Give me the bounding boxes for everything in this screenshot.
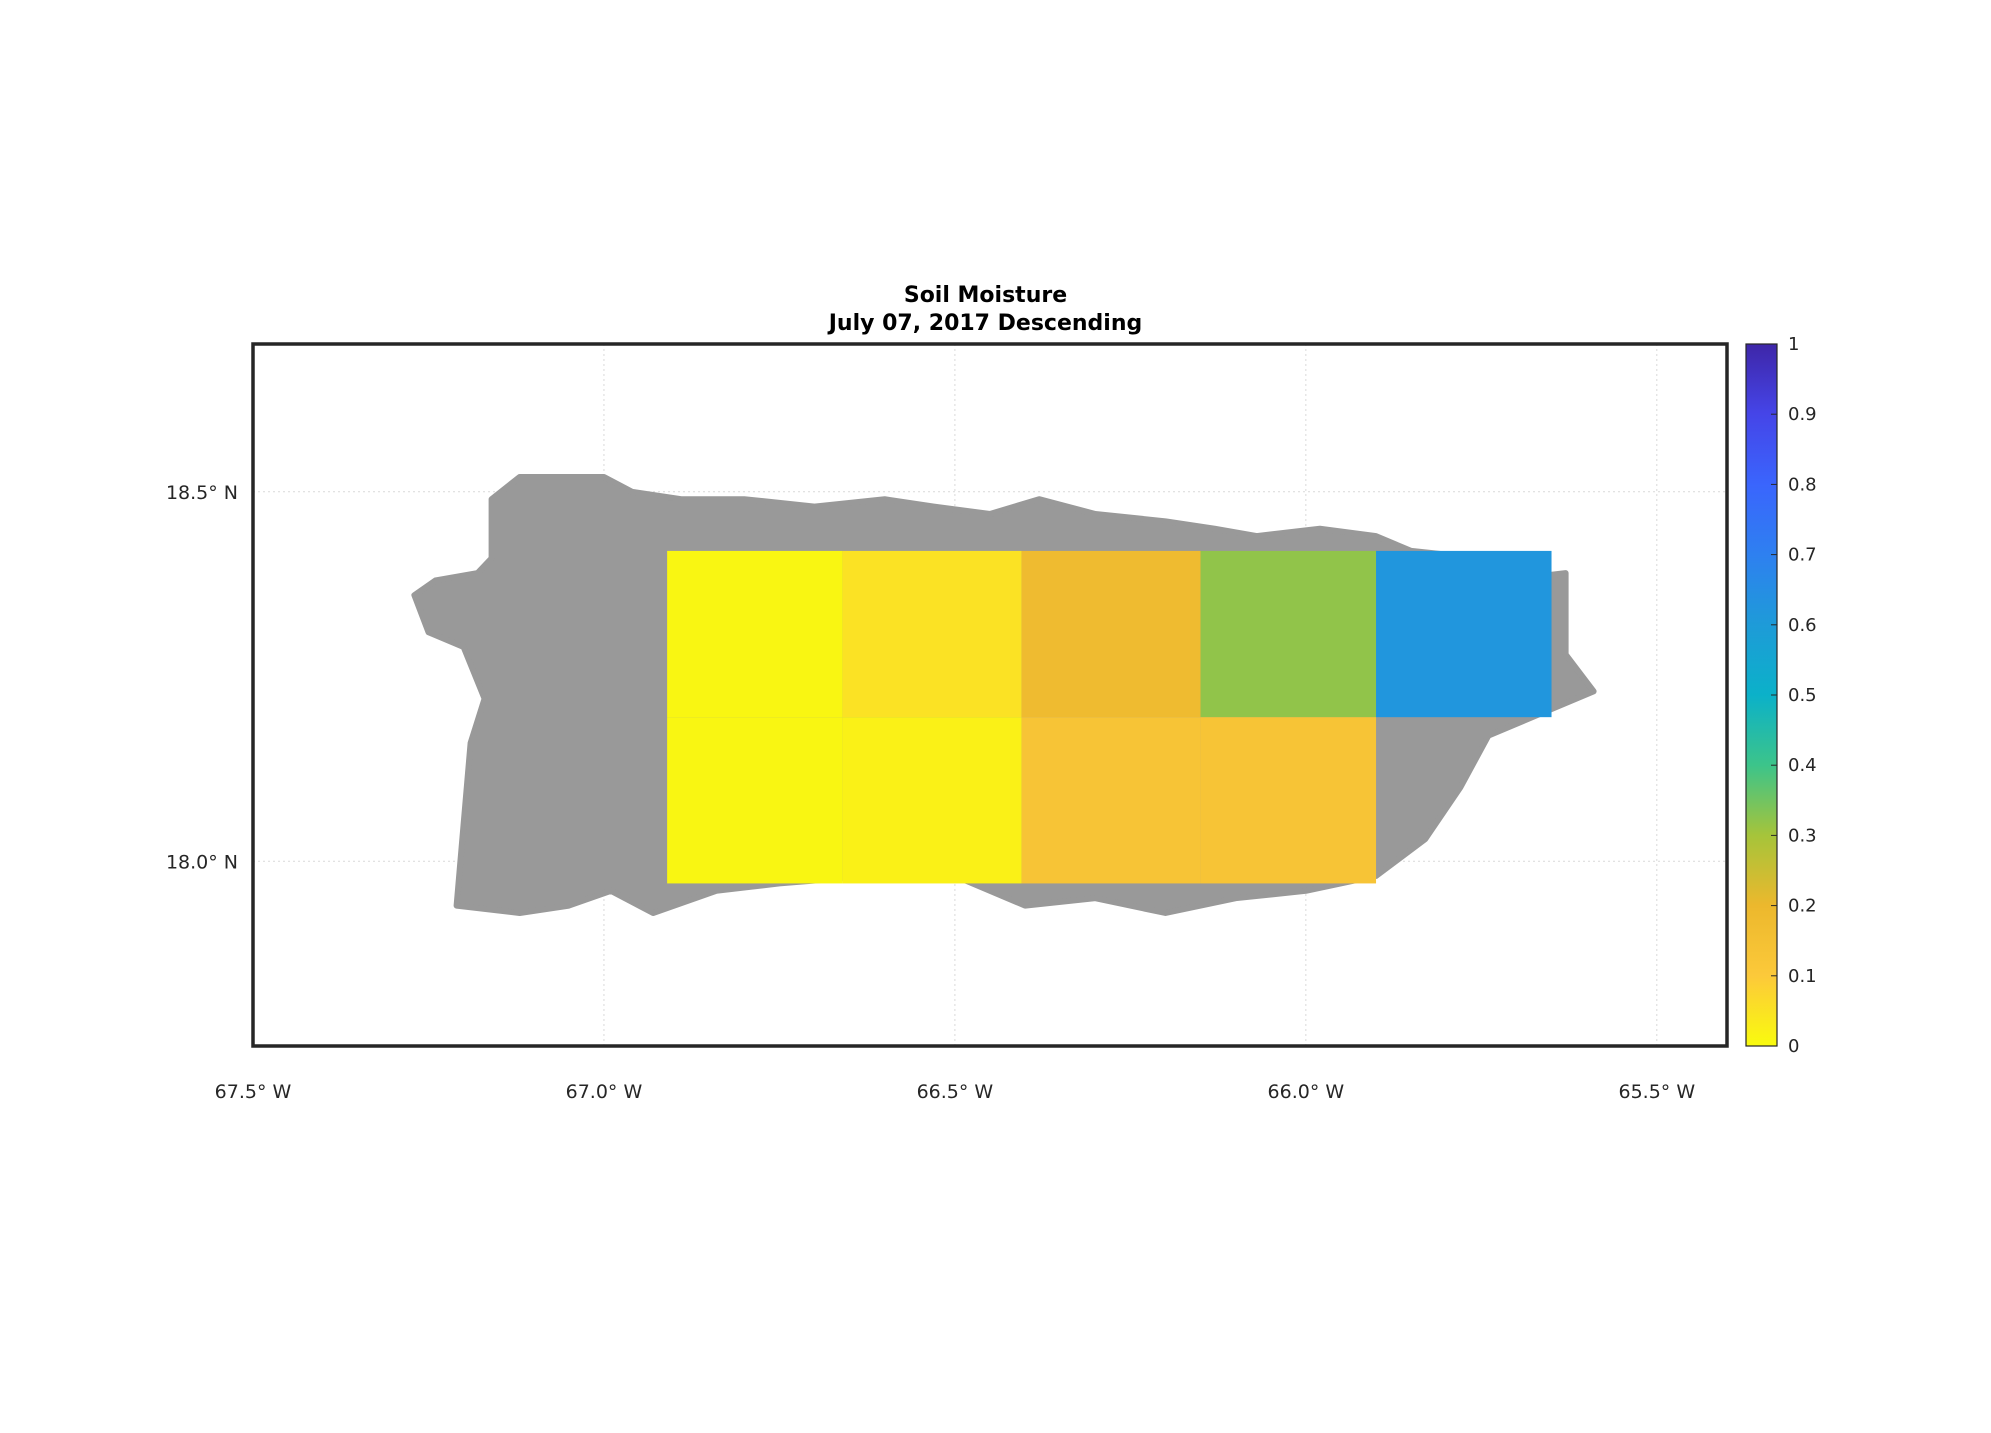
colorbar-tick-label: 0.2 xyxy=(1788,896,1817,917)
colorbar-tick-label: 0.8 xyxy=(1788,474,1817,495)
colorbar-tick-label: 0.5 xyxy=(1788,685,1817,706)
colorbar-tick-label: 0.9 xyxy=(1788,404,1817,425)
colorbar-tick-label: 0.7 xyxy=(1788,545,1817,566)
soil-moisture-cell xyxy=(667,550,843,718)
soil-moisture-cell xyxy=(1021,717,1201,884)
x-tick-label: 67.0° W xyxy=(566,1081,643,1103)
colorbar-tick-label: 0.4 xyxy=(1788,755,1817,776)
chart-subtitle: July 07, 2017 Descending xyxy=(828,311,1143,336)
colorbar: 0 0.1 0.2 0.3 0.4 0.5 0.6 0.7 0.8 0.9 1 xyxy=(1745,334,1817,1057)
soil-moisture-cell xyxy=(1200,717,1377,884)
colorbar-tick-label: 0.3 xyxy=(1788,825,1817,846)
data-layer xyxy=(667,550,1552,884)
soil-moisture-cell xyxy=(842,717,1022,884)
soil-moisture-cell xyxy=(1021,550,1201,718)
x-tick-labels: 67.5° W 67.0° W 66.5° W 66.0° W 65.5° W xyxy=(215,1081,1696,1103)
soil-moisture-cell xyxy=(667,717,843,884)
colorbar-tick-label: 0 xyxy=(1788,1036,1799,1057)
soil-moisture-cell xyxy=(1200,550,1377,718)
y-tick-labels: 18.5° N 18.0° N xyxy=(166,482,238,873)
soil-moisture-cell xyxy=(842,550,1022,718)
colorbar-tick-label: 0.6 xyxy=(1788,615,1817,636)
x-tick-label: 66.0° W xyxy=(1268,1081,1345,1103)
colorbar-tick-label: 1 xyxy=(1788,334,1799,355)
y-tick-label: 18.0° N xyxy=(166,851,238,873)
x-tick-label: 67.5° W xyxy=(215,1081,292,1103)
colorbar-tick-label: 0.1 xyxy=(1788,966,1817,987)
soil-moisture-cell xyxy=(1376,550,1552,718)
plot-frame xyxy=(251,342,1729,1048)
x-tick-label: 65.5° W xyxy=(1618,1081,1695,1103)
x-tick-label: 66.5° W xyxy=(917,1081,994,1103)
chart-title: Soil Moisture xyxy=(903,283,1068,308)
y-tick-label: 18.5° N xyxy=(166,482,238,504)
